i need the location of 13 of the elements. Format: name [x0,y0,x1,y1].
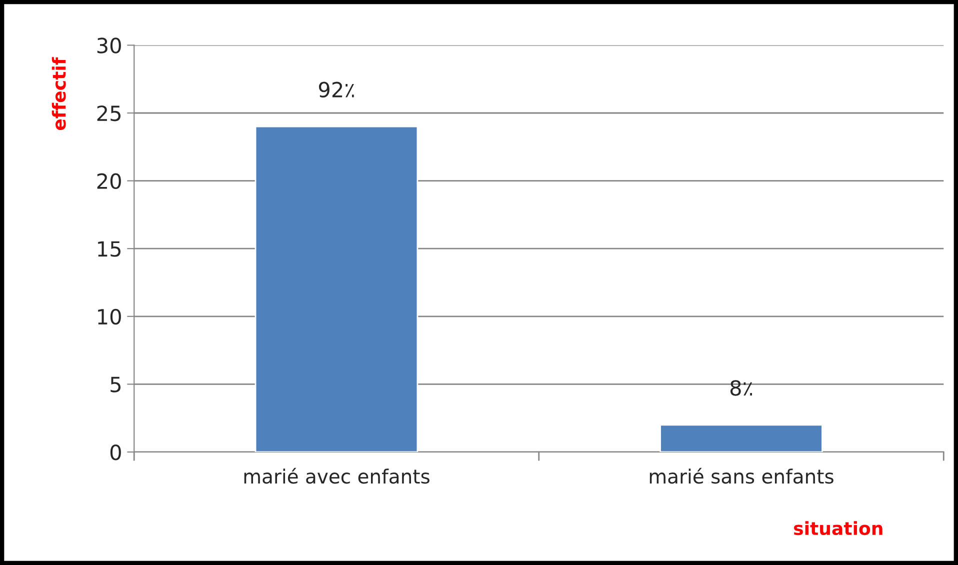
y-tick-label: 5 [110,376,120,392]
x-tick-label: marié sans enfants [650,468,834,484]
y-tick-label: 10 [98,308,121,325]
x-tick-label: marié avec enfants [244,468,430,484]
y-tick-label: 15 [98,241,120,257]
y-axis-title: effectif [52,57,66,130]
annotation: 8٪ [730,380,752,396]
y-tick-label: 25 [97,105,120,122]
y-tick-label: 20 [97,173,121,190]
annotation: 92٪ [318,82,354,98]
x-axis-title: situation [794,521,882,536]
y-tick-label: 30 [97,38,121,54]
y-tick-label: 0 [110,444,121,460]
